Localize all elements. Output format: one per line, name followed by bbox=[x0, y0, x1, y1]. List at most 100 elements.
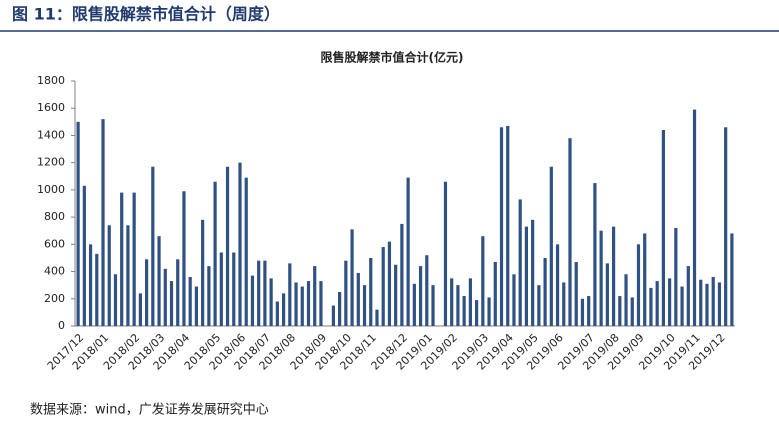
y-tick-label: 0 bbox=[58, 319, 65, 332]
bar bbox=[562, 282, 566, 326]
bar bbox=[294, 282, 298, 326]
bar bbox=[506, 125, 510, 327]
bar bbox=[281, 293, 286, 326]
bar bbox=[680, 286, 684, 326]
bar bbox=[655, 281, 659, 326]
bar bbox=[269, 278, 273, 326]
bar bbox=[649, 287, 653, 326]
bar bbox=[238, 162, 242, 326]
bar bbox=[481, 236, 485, 326]
bar bbox=[499, 127, 504, 327]
bar bbox=[493, 262, 497, 326]
y-tick-label: 1600 bbox=[37, 101, 65, 114]
bar bbox=[182, 191, 186, 326]
bar bbox=[400, 223, 404, 326]
bar bbox=[88, 244, 93, 326]
bar bbox=[375, 309, 379, 326]
bar bbox=[169, 281, 174, 326]
bar bbox=[568, 138, 572, 326]
chart-title: 限售股解禁市值合计(亿元) bbox=[321, 50, 464, 65]
bar bbox=[306, 281, 311, 326]
bar bbox=[599, 230, 603, 326]
bar bbox=[356, 272, 360, 326]
y-tick-label: 1400 bbox=[37, 128, 65, 141]
bar bbox=[113, 274, 118, 326]
bar bbox=[213, 181, 217, 326]
bar bbox=[132, 192, 136, 326]
figure-header: 图 11：限售股解禁市值合计（周度） bbox=[12, 5, 280, 24]
bar bbox=[643, 233, 647, 326]
bar bbox=[555, 244, 560, 326]
bar bbox=[300, 286, 304, 326]
bar bbox=[593, 183, 597, 326]
source-note: 数据来源：wind，广发证券发展研究中心 bbox=[30, 402, 269, 418]
bar bbox=[350, 229, 354, 326]
bar bbox=[194, 286, 199, 326]
bar bbox=[319, 281, 323, 326]
bar bbox=[611, 226, 616, 326]
y-tick-label: 1000 bbox=[37, 183, 65, 196]
bar bbox=[699, 279, 703, 326]
bar bbox=[163, 268, 167, 326]
bar bbox=[275, 301, 279, 326]
bar bbox=[487, 297, 491, 326]
bar bbox=[730, 233, 734, 326]
bar bbox=[188, 277, 192, 326]
bar bbox=[668, 278, 672, 326]
bar bbox=[107, 225, 111, 326]
y-tick-label: 400 bbox=[44, 265, 65, 278]
bar bbox=[456, 285, 460, 326]
bar bbox=[450, 278, 454, 326]
bar bbox=[549, 166, 553, 326]
bar bbox=[138, 293, 142, 326]
bar bbox=[624, 274, 628, 326]
bar bbox=[344, 260, 348, 326]
bar bbox=[288, 263, 292, 326]
bar bbox=[381, 247, 385, 326]
bar bbox=[574, 262, 578, 326]
bar bbox=[331, 305, 335, 326]
bar bbox=[338, 291, 342, 326]
bar bbox=[543, 257, 547, 326]
bar bbox=[630, 297, 634, 326]
y-tick-label: 600 bbox=[44, 237, 65, 250]
bar bbox=[101, 119, 105, 326]
bar bbox=[705, 283, 709, 326]
bar bbox=[661, 130, 665, 326]
bar bbox=[362, 285, 367, 326]
bar bbox=[232, 252, 236, 326]
bar bbox=[686, 266, 690, 326]
bar bbox=[207, 266, 211, 326]
bar bbox=[201, 219, 205, 326]
bar bbox=[531, 219, 535, 326]
bar bbox=[524, 226, 529, 326]
y-tick-label: 800 bbox=[44, 210, 65, 223]
bar bbox=[518, 199, 522, 326]
bar bbox=[126, 225, 130, 326]
bar bbox=[369, 257, 373, 326]
bar bbox=[157, 236, 161, 326]
bar bbox=[244, 177, 248, 326]
bar bbox=[263, 260, 267, 326]
bar bbox=[82, 185, 86, 326]
bar bbox=[468, 278, 472, 326]
bar bbox=[219, 252, 223, 326]
bar bbox=[418, 266, 423, 326]
bar bbox=[443, 181, 448, 326]
bar bbox=[151, 166, 155, 326]
bar bbox=[462, 296, 466, 326]
bar bbox=[580, 298, 585, 326]
bar bbox=[76, 121, 80, 326]
bar bbox=[313, 266, 317, 326]
bar bbox=[512, 274, 516, 326]
bar bbox=[145, 259, 149, 326]
y-tick-label: 200 bbox=[44, 292, 65, 305]
bar bbox=[711, 277, 715, 326]
bar bbox=[587, 296, 591, 326]
bar bbox=[412, 283, 416, 326]
bar bbox=[225, 166, 230, 326]
y-tick-label: 1800 bbox=[37, 74, 65, 87]
bar bbox=[425, 255, 429, 326]
bar bbox=[394, 264, 398, 326]
